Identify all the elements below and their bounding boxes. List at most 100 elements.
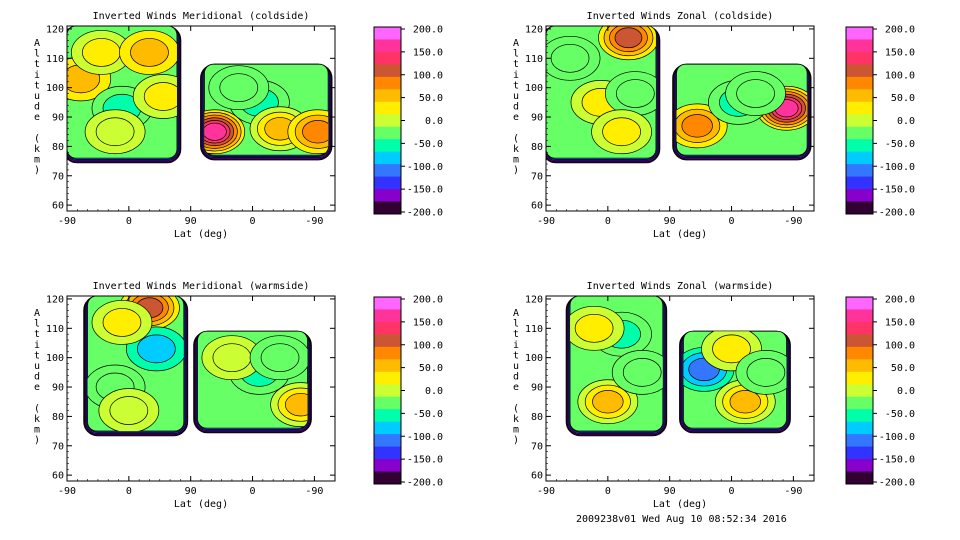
contour-region (143, 82, 177, 111)
colorbar-swatch (374, 396, 401, 410)
colorbar-swatch (374, 89, 401, 103)
colorbar-tick-label: 200.0 (413, 295, 443, 306)
colorbar-swatch (374, 309, 401, 323)
chart-panel: Inverted Winds Zonal (coldside) 60 70 80 90 1… (513, 11, 915, 240)
colorbar-tick-label: -100.0 (879, 432, 915, 443)
x-tick-label: 90 (664, 216, 676, 227)
contour-region (219, 73, 259, 103)
contour-region (712, 334, 751, 364)
colorbar-tick-label: 100.0 (885, 70, 915, 81)
chart-title: Inverted Winds Meridional (warmside) (93, 281, 310, 292)
x-tick-label: 0 (126, 486, 132, 497)
colorbar-swatch (846, 297, 873, 310)
colorbar-swatch (846, 421, 873, 435)
colorbar-swatch (374, 189, 401, 203)
colorbar-swatch (374, 139, 401, 153)
y-tick-label: 80 (52, 412, 64, 423)
y-tick-label: 100 (525, 353, 543, 364)
colorbar-tick-label: -50.0 (885, 409, 915, 420)
colorbar-swatch (846, 309, 873, 323)
colorbar-swatch (846, 471, 873, 485)
colorbar-swatch (374, 321, 401, 335)
colorbar-swatch (846, 321, 873, 335)
contour-region (302, 120, 329, 144)
data-block (672, 63, 812, 161)
colorbar-tick-label: 150.0 (413, 47, 443, 58)
colorbar-tick-label: 150.0 (413, 317, 443, 328)
y-tick-label: 120 (525, 294, 543, 305)
y-tick-label: 80 (531, 142, 543, 153)
colorbar-tick-label: 0.0 (425, 116, 443, 127)
colorbar-swatch (374, 151, 401, 165)
colorbar-tick-label: 100.0 (413, 70, 443, 81)
x-tick-label: 0 (605, 216, 611, 227)
y-tick-label: 120 (46, 294, 64, 305)
colorbar-swatch (374, 359, 401, 373)
contour-region (729, 390, 761, 414)
y-tick-label: 60 (531, 201, 543, 212)
plot-area (83, 296, 312, 437)
colorbar-swatch (374, 101, 401, 115)
contour-region (602, 117, 641, 147)
contour-region (681, 114, 713, 138)
contour-region (284, 392, 308, 417)
contour-region (260, 343, 300, 373)
colorbar-tick-label: -50.0 (413, 139, 443, 150)
contour-region (736, 79, 775, 108)
colorbar-tick-label: 200.0 (413, 25, 443, 36)
x-tick-label: -90 (784, 486, 802, 497)
y-tick-label: 90 (52, 113, 64, 124)
colorbar-tick-label: 100.0 (885, 340, 915, 351)
x-tick-label: 0 (729, 486, 735, 497)
colorbar-swatch (846, 459, 873, 473)
colorbar-swatch (846, 89, 873, 103)
x-axis-label: Lat (deg) (174, 499, 228, 510)
colorbar-swatch (846, 139, 873, 153)
x-tick-label: 90 (664, 486, 676, 497)
x-tick-label: 0 (605, 486, 611, 497)
timestamp-footer: 2009238v01 Wed Aug 10 08:52:34 2016 (576, 514, 787, 525)
x-tick-label: -90 (305, 216, 323, 227)
contour-region (136, 334, 176, 364)
contour-region (614, 27, 643, 49)
data-block (565, 296, 668, 437)
contour-region (550, 43, 590, 73)
colorbar-swatch (846, 151, 873, 165)
contour-region (102, 308, 142, 337)
y-tick-label: 70 (52, 171, 64, 182)
chart-panel: Inverted Winds Zonal (warmside) 60 70 80 90 1… (513, 281, 915, 510)
chart-title: Inverted Winds Zonal (warmside) (587, 281, 774, 292)
colorbar-swatch (846, 101, 873, 115)
colorbar: 200.0 150.0 100.0 50.0 0.0 -50.0 -100.0 -150.0 -… (845, 25, 915, 219)
y-tick-label: 90 (531, 383, 543, 394)
colorbar-tick-label: -50.0 (413, 409, 443, 420)
contour-region (204, 122, 227, 141)
colorbar-swatch (846, 126, 873, 140)
colorbar-swatch (374, 114, 401, 128)
x-axis-label: Lat (deg) (653, 499, 707, 510)
colorbar-tick-label: -100.0 (407, 162, 443, 173)
colorbar-swatch (846, 434, 873, 448)
contour-region (592, 390, 624, 414)
plot-area (546, 26, 812, 164)
data-block (83, 296, 189, 437)
colorbar-swatch (374, 346, 401, 360)
colorbar-tick-label: -150.0 (407, 185, 443, 196)
y-tick-label: 90 (52, 383, 64, 394)
colorbar-swatch (846, 359, 873, 373)
contour-region (212, 343, 252, 373)
colorbar-swatch (374, 39, 401, 53)
y-tick-label: 110 (46, 54, 64, 65)
colorbar-swatch (374, 201, 401, 215)
colorbar-swatch (846, 371, 873, 385)
colorbar-swatch (374, 334, 401, 348)
colorbar-swatch (374, 51, 401, 65)
y-tick-label: 110 (525, 54, 543, 65)
colorbar-tick-label: 50.0 (419, 363, 443, 374)
y-tick-label: 110 (525, 324, 543, 335)
chart-panel: Inverted Winds Meridional (warmside) 60 70… (34, 281, 443, 510)
colorbar-swatch (846, 51, 873, 65)
